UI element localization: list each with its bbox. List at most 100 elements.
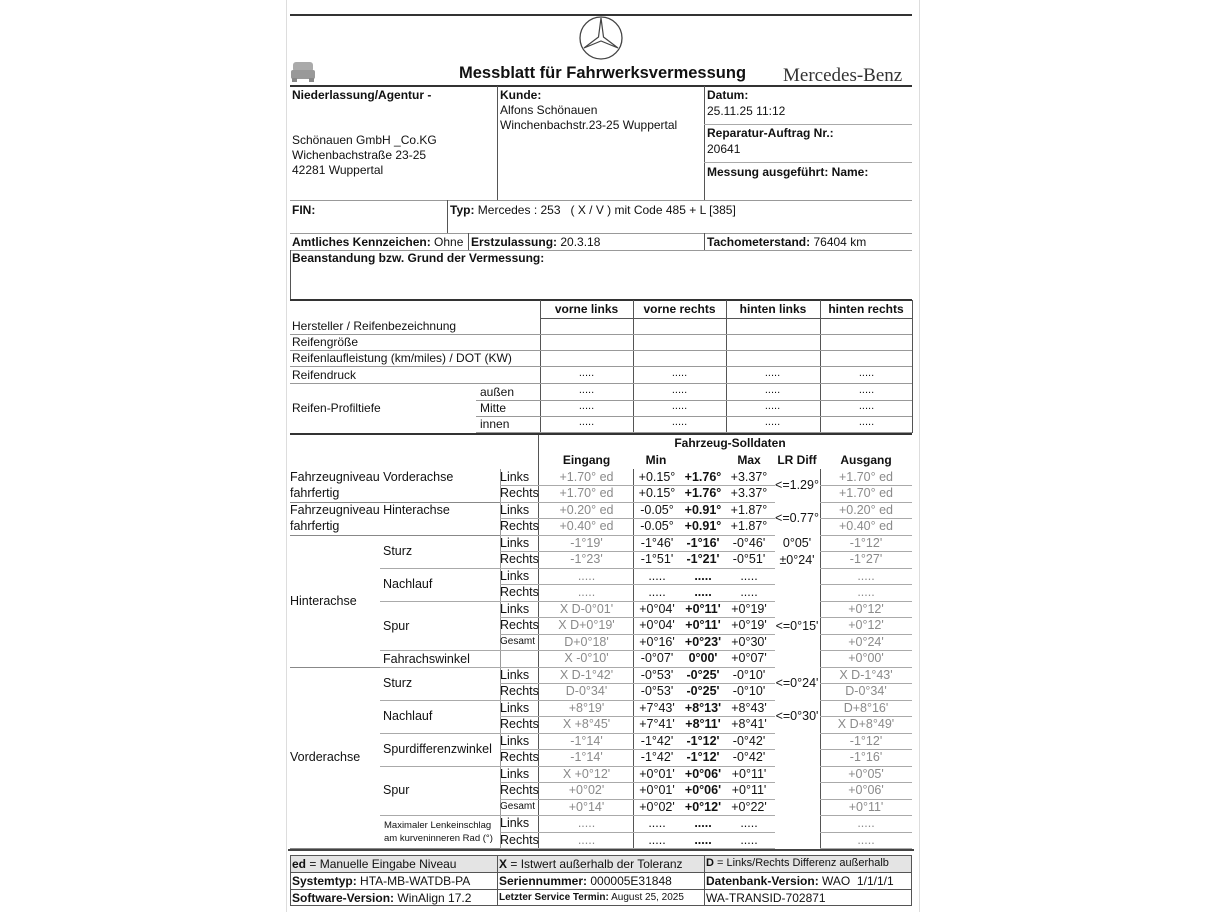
ausgang-value: +0°11': [848, 799, 884, 814]
ausgang-value: -1°12': [849, 733, 883, 748]
divider: [290, 383, 912, 384]
kunde-line: Winchenbachstr.23-25 Wuppertal: [500, 118, 678, 132]
group-divider: [380, 815, 500, 817]
group-divider: [380, 650, 500, 652]
row-divider: [820, 782, 912, 784]
group-axle: Vorderachse: [290, 667, 360, 848]
eingang-value: D-0°34': [565, 684, 608, 699]
side-label: Rechts: [500, 585, 539, 600]
group-label: Maximaler Lenkeinschlag: [384, 819, 492, 831]
group-divider: [380, 699, 500, 701]
side-label: Links: [500, 568, 530, 583]
row-divider: [820, 567, 912, 569]
auftrag-value: 20641: [707, 142, 741, 156]
nominal-value: -0°25': [686, 667, 720, 682]
max-value: -0°42': [732, 733, 766, 748]
max-value: +3.37°: [730, 470, 768, 484]
side-label: Links: [500, 502, 530, 517]
nominal-value: -1°16': [686, 535, 720, 550]
profil-row-label: außen: [480, 385, 515, 399]
tire-row-label: Reifengröße: [292, 335, 359, 349]
eingang-value: D+0°18': [564, 634, 609, 649]
min-value: +0°04': [639, 601, 675, 616]
divider: [704, 86, 705, 200]
min-value: +0°02': [639, 799, 675, 814]
nominal-value: +0°12': [684, 799, 722, 814]
auftrag-label: Reparatur-Auftrag Nr.:: [707, 126, 834, 140]
row-divider: [820, 848, 912, 850]
row-divider: [500, 485, 775, 487]
kennzeichen-value: Ohne: [434, 235, 464, 249]
eingang-value: +1.70° ed: [559, 470, 614, 484]
divider: [538, 435, 539, 849]
max-value: .....: [740, 585, 758, 600]
min-value: -0°53': [640, 667, 674, 682]
niederlassung-line: Wichenbachstraße 23-25: [292, 148, 427, 162]
group-divider: [380, 732, 500, 734]
divider: [290, 334, 912, 335]
group-divider: [290, 534, 500, 536]
row-divider: [500, 633, 775, 635]
measurement-sheet: [286, 0, 920, 912]
ausgang-value: +0.40° ed: [838, 519, 893, 534]
max-value: .....: [740, 832, 758, 847]
side-label: Gesamt: [500, 635, 536, 647]
min-value: +7°43': [639, 700, 675, 715]
rule: [290, 299, 912, 301]
group-sub: Fahrachswinkel: [383, 650, 470, 666]
tacho-label: Tachometerstand:: [707, 235, 811, 249]
ausgang-value: +0°12': [848, 618, 884, 633]
erstzulassung-value: 20.3.18: [560, 235, 601, 249]
row-divider: [820, 831, 912, 833]
brand-wordmark: Mercedes-Benz: [783, 65, 903, 86]
eingang-value: -1°19': [570, 535, 603, 550]
min-value: +0°04': [639, 618, 675, 633]
eingang-value: X -0°10': [564, 651, 609, 666]
nominal-value: .....: [694, 816, 712, 831]
max-value: +0°11': [731, 766, 767, 781]
divider: [476, 416, 912, 417]
row-divider: [820, 485, 912, 487]
side-label: Gesamt: [500, 800, 536, 812]
group-sub: Nachlauf: [383, 700, 432, 733]
serien-value: 000005E31848: [590, 874, 672, 888]
serien-label: Seriennummer:: [499, 874, 588, 888]
group-divider: [380, 666, 500, 668]
min-value: +0.15°: [638, 470, 676, 484]
ausgang-value: .....: [857, 816, 875, 831]
max-value: +8°43': [731, 700, 767, 715]
eingang-value: .....: [577, 568, 596, 583]
max-value: .....: [740, 568, 758, 583]
erstzulassung-label: Erstzulassung:: [471, 235, 558, 249]
tacho-value: 76404 km: [813, 235, 867, 249]
column-header-eingang: Eingang: [562, 453, 611, 467]
group-label: Sturz: [383, 676, 413, 691]
tire-value: .....: [858, 367, 875, 379]
tire-row-label: Reifendruck: [292, 368, 357, 382]
row-divider: [500, 534, 775, 536]
group-label-line2: fahrfertig: [290, 519, 340, 534]
group-divider: [380, 765, 500, 767]
ausgang-value: +0°12': [848, 601, 884, 616]
max-value: -0°10': [732, 684, 766, 699]
group-label: Hinterachse: [290, 593, 357, 608]
min-value: +0°01': [639, 783, 675, 798]
fin-label: FIN:: [292, 203, 316, 217]
min-value: -0.05°: [640, 519, 674, 534]
transid: WA-TRANSID-702871: [706, 891, 826, 905]
row-divider: [820, 584, 912, 586]
row-divider: [500, 551, 775, 553]
row-divider: [820, 699, 912, 701]
tire-value: .....: [858, 384, 875, 396]
min-value: -0°07': [640, 651, 674, 666]
side-label: Rechts: [500, 783, 539, 798]
lr-diff-value: <=0°15': [775, 618, 819, 633]
eingang-value: X +0°12': [562, 766, 611, 781]
side-label: Rechts: [500, 552, 539, 567]
ed-text: = Manuelle Eingabe Niveau: [309, 857, 457, 871]
group-label: Fahrzeugniveau Vorderachse: [290, 470, 454, 485]
niederlassung-line: 42281 Wuppertal: [292, 163, 384, 177]
max-value: +3.37°: [730, 486, 768, 501]
nominal-value: +0.91°: [684, 519, 722, 534]
min-value: .....: [648, 568, 666, 583]
